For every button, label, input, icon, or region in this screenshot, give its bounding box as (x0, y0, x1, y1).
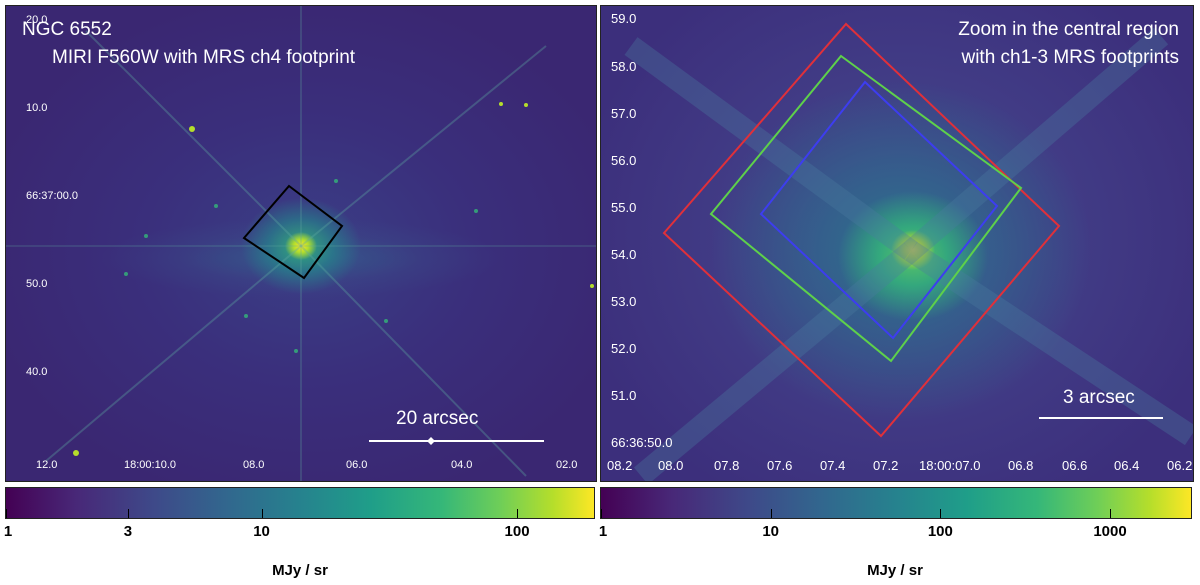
central-region-zoom-image (601, 6, 1193, 481)
mrs-ch1-footprint (759, 80, 999, 340)
right-colorbar-tick-label: 10 (762, 523, 780, 540)
right-x-tick: 06.4 (1114, 458, 1140, 473)
right-title-line1: Zoom in the central region (958, 19, 1179, 40)
left-colorbar-tick-label: 100 (504, 523, 530, 540)
left-colorbar-tick-mark (6, 509, 7, 518)
right-x-tick: 08.0 (658, 458, 684, 473)
star (499, 102, 503, 106)
left-colorbar-tick-mark (127, 509, 129, 518)
right-y-tick: 58.0 (611, 59, 637, 74)
right-image-panel: Zoom in the central region with ch1-3 MR… (600, 5, 1194, 482)
left-colorbar-tick-mark (517, 509, 519, 518)
right-colorbar-tick-label: 100 (927, 523, 953, 540)
left-x-tick: 08.0 (243, 459, 265, 471)
right-x-tick: 08.2 (607, 458, 633, 473)
left-scale-bar-label: 20 arcsec (396, 408, 479, 429)
mrs-ch2-footprint (709, 54, 1023, 363)
right-y-tick: 53.0 (611, 294, 637, 309)
right-y-tick: 66:36:50.0 (611, 435, 673, 450)
left-y-tick: 50.0 (26, 278, 48, 290)
right-x-tick: 06.6 (1062, 458, 1088, 473)
right-x-tick: 07.8 (714, 458, 740, 473)
left-overlay (6, 6, 596, 481)
left-y-tick: 20.0 (26, 14, 48, 26)
ngc6552-miri-image (6, 6, 596, 481)
left-x-tick: 04.0 (451, 459, 473, 471)
right-y-tick: 52.0 (611, 341, 637, 356)
right-x-tick: 07.2 (873, 458, 899, 473)
star (590, 284, 594, 288)
right-x-tick: 18:00:07.0 (919, 458, 981, 473)
left-colorbar-tick-label: 10 (253, 523, 270, 540)
right-y-tick: 56.0 (611, 153, 637, 168)
right-x-tick: 06.8 (1008, 458, 1034, 473)
left-y-tick: 10.0 (26, 102, 48, 114)
left-x-tick: 18:00:10.0 (124, 459, 176, 471)
right-colorbar-tick-mark (601, 509, 602, 518)
right-colorbar (600, 487, 1192, 519)
right-x-tick: 06.2 (1167, 458, 1193, 473)
right-title-line2: with ch1-3 MRS footprints (961, 47, 1179, 68)
left-colorbar (5, 487, 595, 519)
left-image-panel: NGC 6552 MIRI F560W with MRS ch4 footpri… (5, 5, 597, 482)
right-y-tick: 54.0 (611, 247, 637, 262)
right-scale-bar-label: 3 arcsec (1063, 387, 1135, 408)
star (189, 126, 195, 132)
right-x-tick: 07.6 (767, 458, 793, 473)
star (524, 103, 528, 107)
left-colorbar-tick-label: 1 (3, 523, 13, 540)
mrs-ch4-footprint (242, 184, 344, 280)
left-colorbar-tick-mark (261, 509, 263, 518)
right-y-tick: 59.0 (611, 11, 637, 26)
mrs-ch3-footprint (662, 22, 1061, 438)
left-x-tick: 02.0 (556, 459, 578, 471)
left-title-line2: MIRI F560W with MRS ch4 footprint (52, 47, 356, 68)
right-colorbar-tick-mark (940, 509, 942, 518)
right-colorbar-tick-mark (1110, 509, 1112, 518)
left-colorbar-unit: MJy / sr (272, 562, 328, 579)
left-y-tick: 66:37:00.0 (26, 190, 78, 202)
right-x-tick: 07.4 (820, 458, 846, 473)
right-y-tick: 51.0 (611, 388, 637, 403)
right-overlay (624, 22, 1193, 481)
left-x-tick: 12.0 (36, 459, 58, 471)
left-colorbar-tick-label: 3 (123, 523, 133, 540)
right-y-tick: 57.0 (611, 106, 637, 121)
right-colorbar-unit: MJy / sr (867, 562, 923, 579)
left-x-tick: 06.0 (346, 459, 368, 471)
left-title-line1: NGC 6552 (22, 19, 112, 40)
right-colorbar-tick-label: 1 (598, 523, 608, 540)
left-y-tick: 40.0 (26, 366, 48, 378)
star (73, 450, 79, 456)
right-colorbar-tick-label: 1000 (1093, 523, 1127, 540)
right-colorbar-tick-mark (770, 509, 772, 518)
right-y-tick: 55.0 (611, 200, 637, 215)
